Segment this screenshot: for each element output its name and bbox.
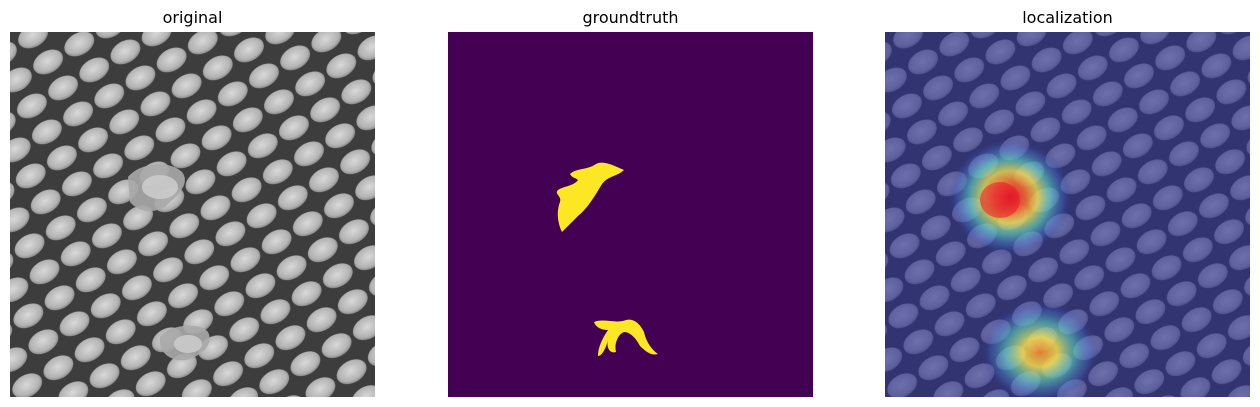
heat-core-upper xyxy=(980,182,1020,218)
localization-heatmap xyxy=(885,32,1250,397)
original-image xyxy=(10,32,375,397)
groundtruth-title: groundtruth xyxy=(582,8,679,27)
mask-region-upper xyxy=(556,162,624,232)
mask-region-lower xyxy=(594,319,658,356)
groundtruth-panel: groundtruth xyxy=(448,0,813,407)
localization-panel: localization xyxy=(885,0,1250,407)
defect-blob-upper xyxy=(128,164,185,211)
heat-spot-lower xyxy=(982,302,1098,397)
groundtruth-mask xyxy=(448,32,813,397)
defect-blob-lower xyxy=(159,325,210,361)
original-panel: original xyxy=(10,0,375,407)
original-title: original xyxy=(162,8,223,27)
localization-title: localization xyxy=(1022,8,1113,27)
